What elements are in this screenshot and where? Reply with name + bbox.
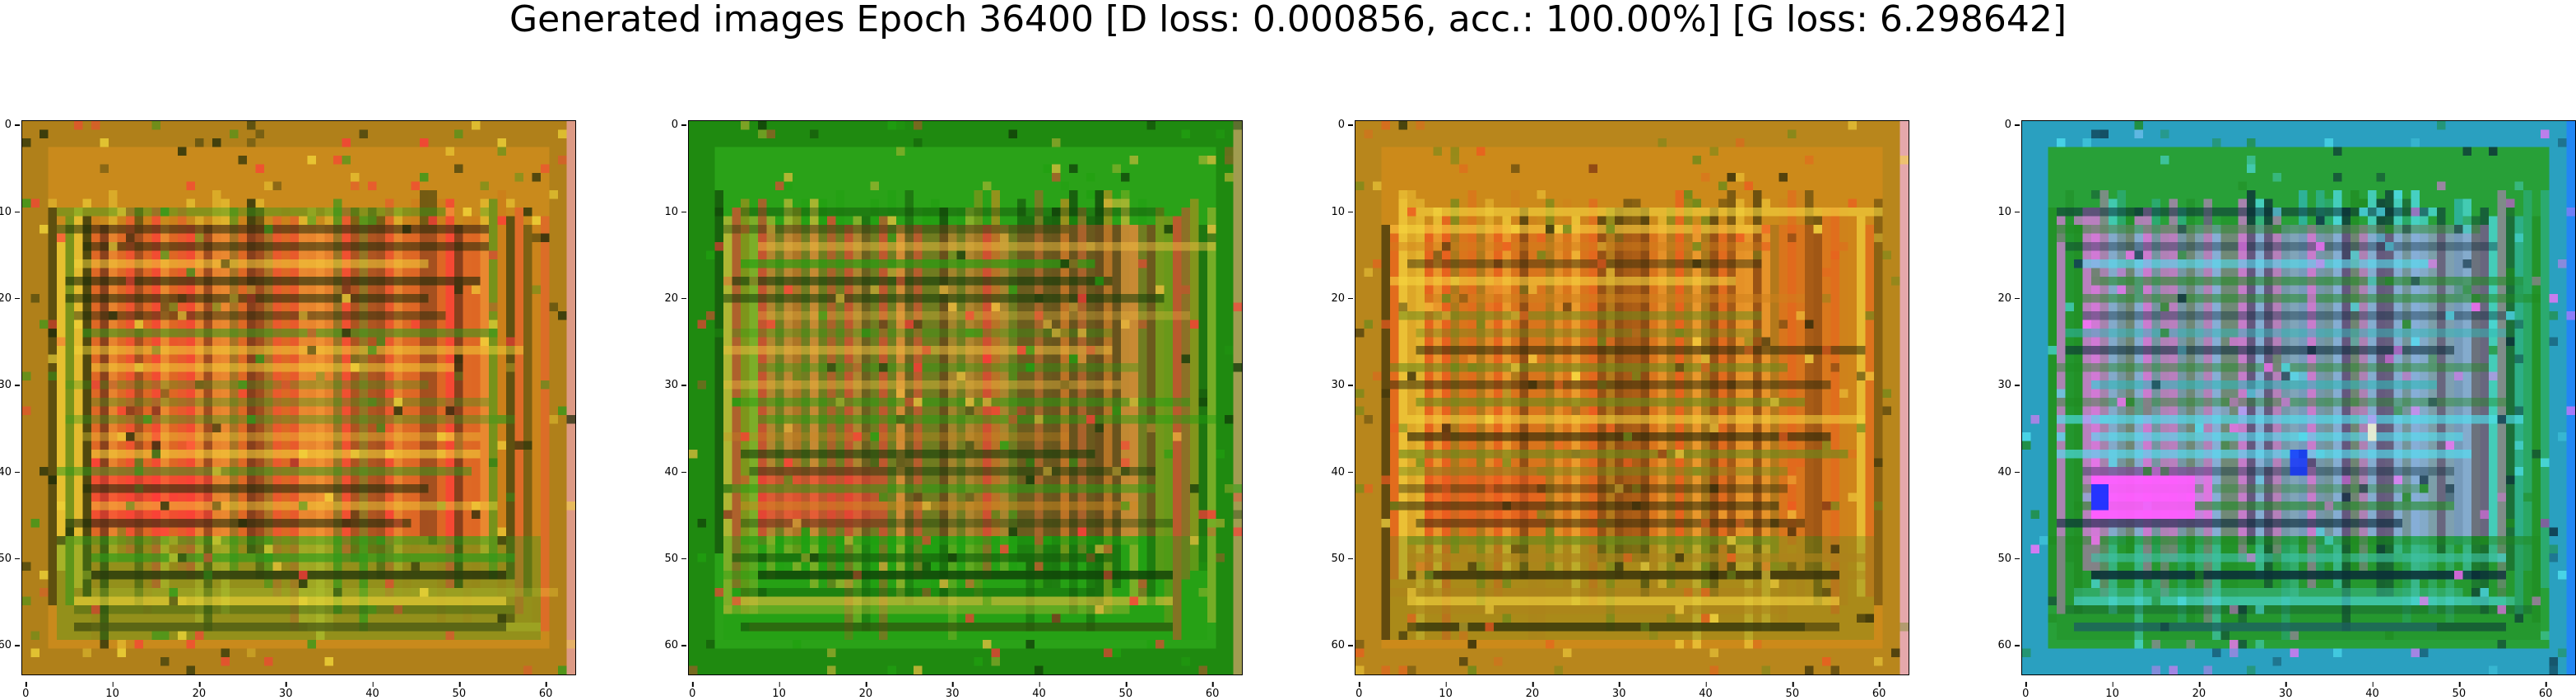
x-tick-label: 20	[2192, 682, 2206, 700]
x-tick-label: 10	[2105, 682, 2119, 700]
y-tick-label: 60	[0, 640, 20, 651]
x-tick-label: 60	[1872, 682, 1886, 700]
x-tick-label: 50	[2452, 682, 2467, 700]
generated-image-3	[1355, 120, 1909, 675]
y-tick-label: 30	[0, 380, 20, 390]
y-tick-label: 50	[0, 553, 20, 564]
image-panel-4: 0 10 20 30 40 50 60 0 10 20 30 40 50 60	[1997, 119, 2576, 699]
generated-image-2	[688, 120, 1243, 675]
x-tick-label: 20	[192, 682, 207, 700]
x-tick-label: 10	[1439, 682, 1453, 700]
x-tick-label: 10	[772, 682, 786, 700]
image-panel-3: 0 10 20 30 40 50 60 0 10 20 30 40 50 60	[1331, 119, 1909, 699]
y-tick-label: 0	[1337, 119, 1354, 132]
y-tick-label: 10	[1331, 205, 1353, 218]
y-tick-label: 40	[0, 467, 20, 478]
y-tick-label: 30	[664, 379, 686, 392]
y-tick-label: 60	[1331, 639, 1353, 652]
y-tick-label: 10	[0, 207, 20, 217]
image-panel-2: 0 10 20 30 40 50 60 0 10 20 30 40 50 60	[664, 119, 1243, 699]
x-tick-label: 0	[1355, 682, 1363, 700]
x-tick-label: 50	[452, 682, 467, 700]
x-tick-label: 40	[1032, 682, 1046, 700]
x-tick-label: 40	[2365, 682, 2379, 700]
y-tick-label: 40	[1331, 465, 1353, 478]
x-tick-label: 0	[22, 682, 30, 700]
y-tick-label: 40	[664, 465, 686, 478]
x-tick-label: 50	[1785, 682, 1800, 700]
figure-title: Generated images Epoch 36400 [D loss: 0.…	[509, 0, 2067, 40]
image-panel-1: 0 10 20 30 40 50 60 0 10 20 30 40 50 60	[0, 119, 576, 699]
x-tick-label: 20	[858, 682, 873, 700]
y-tick-label: 30	[1997, 379, 2020, 392]
x-tick-label: 50	[1118, 682, 1133, 700]
x-tick-label: 30	[2278, 682, 2293, 700]
y-tick-label: 40	[1997, 465, 2020, 478]
x-tick-label: 30	[945, 682, 960, 700]
generated-image-1	[21, 120, 576, 675]
y-tick-label: 20	[1997, 292, 2020, 305]
x-tick-label: 0	[2022, 682, 2030, 700]
y-tick-label: 50	[664, 552, 686, 565]
y-tick-label: 10	[664, 205, 686, 218]
y-tick-label: 30	[1331, 379, 1353, 392]
y-tick-label: 0	[2004, 119, 2020, 132]
x-tick-label: 40	[1699, 682, 1713, 700]
y-tick-label: 0	[671, 119, 687, 132]
y-tick-label: 0	[4, 119, 21, 132]
y-tick-label: 20	[0, 293, 20, 304]
x-tick-label: 60	[538, 682, 553, 700]
y-tick-label: 20	[1331, 292, 1353, 305]
x-tick-label: 0	[689, 682, 696, 700]
x-tick-label: 10	[105, 682, 119, 700]
y-tick-label: 20	[664, 292, 686, 305]
y-tick-label: 50	[1997, 552, 2020, 565]
generated-image-4	[2021, 120, 2576, 675]
x-tick-label: 30	[278, 682, 293, 700]
x-tick-label: 20	[1525, 682, 1540, 700]
x-tick-label: 30	[1611, 682, 1626, 700]
x-tick-label: 60	[2538, 682, 2553, 700]
x-tick-label: 40	[365, 682, 379, 700]
y-tick-label: 60	[1997, 639, 2020, 652]
y-tick-label: 10	[1997, 205, 2020, 218]
x-tick-label: 60	[1205, 682, 1220, 700]
y-tick-label: 50	[1331, 552, 1353, 565]
y-tick-label: 60	[664, 639, 686, 652]
